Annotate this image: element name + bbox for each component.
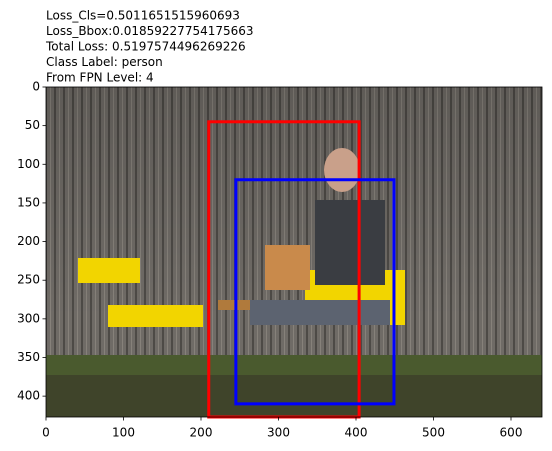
y-tick-label: 100 [17, 157, 40, 171]
title-line: Total Loss: 0.5197574496269226 [45, 40, 246, 54]
y-tick-label: 300 [17, 311, 40, 325]
x-tick-label: 400 [345, 426, 368, 440]
x-tick-label: 0 [42, 426, 50, 440]
x-tick-label: 100 [112, 426, 135, 440]
y-tick-label: 50 [25, 118, 40, 132]
bounding-box [234, 178, 396, 406]
title-line: From FPN Level: 4 [46, 71, 154, 85]
y-tick-label: 0 [32, 80, 40, 94]
title-line: Loss_Bbox:0.01859227754175663 [46, 24, 254, 38]
y-tick-label: 400 [17, 389, 40, 403]
x-tick-label: 600 [500, 426, 523, 440]
x-tick-label: 200 [190, 426, 213, 440]
x-tick-label: 500 [422, 426, 445, 440]
y-tick-label: 250 [17, 273, 40, 287]
axes-frame [45, 86, 543, 418]
title-line: Loss_Cls=0.5011651515960693 [46, 9, 240, 23]
y-tick-label: 150 [17, 195, 40, 209]
y-tick-label: 350 [17, 350, 40, 364]
photo [46, 87, 542, 417]
x-tick-label: 300 [267, 426, 290, 440]
title-line: Class Label: person [46, 55, 163, 69]
y-tick-label: 200 [17, 234, 40, 248]
